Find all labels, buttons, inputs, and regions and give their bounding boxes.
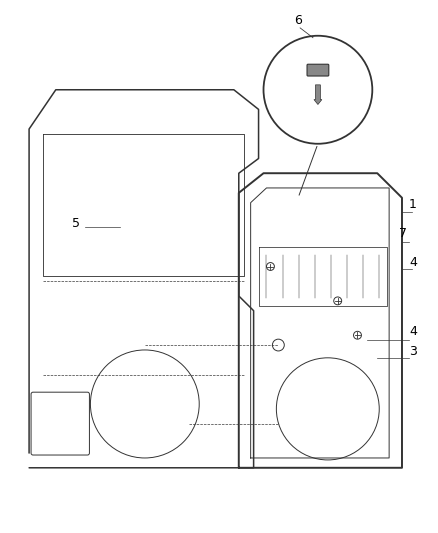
Circle shape <box>264 36 372 144</box>
Text: 5: 5 <box>71 217 80 230</box>
Text: 3: 3 <box>409 345 417 358</box>
Text: 4: 4 <box>409 325 417 338</box>
FancyArrow shape <box>314 85 322 104</box>
Text: 1: 1 <box>409 198 417 211</box>
FancyBboxPatch shape <box>307 64 329 76</box>
Text: 7: 7 <box>399 227 407 240</box>
Text: 6: 6 <box>294 14 302 27</box>
Text: 4: 4 <box>409 256 417 270</box>
